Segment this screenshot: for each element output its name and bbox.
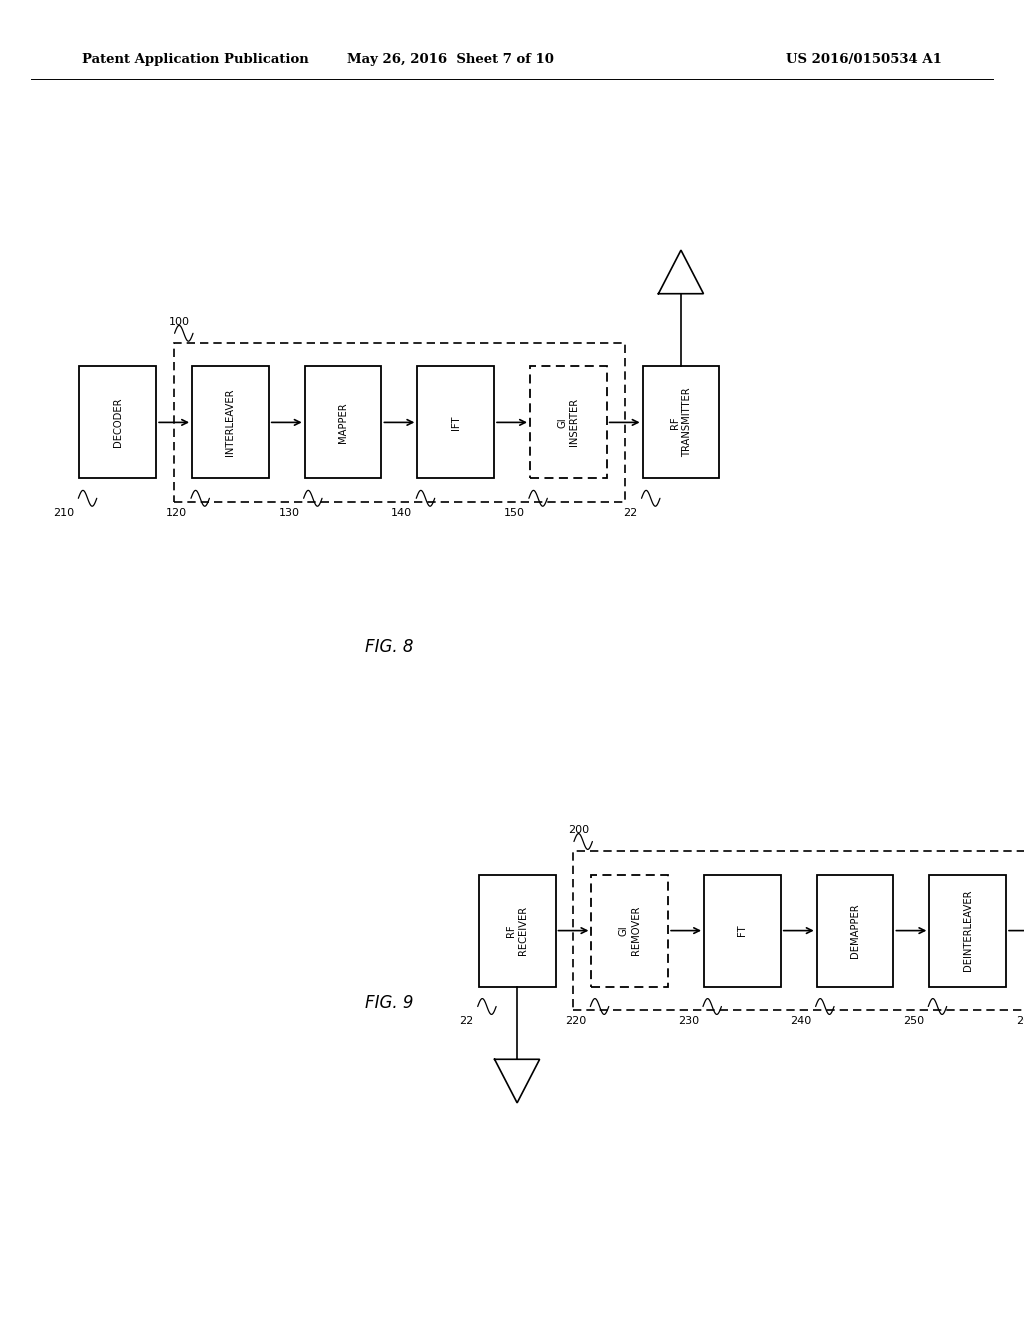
Text: RF
TRANSMITTER: RF TRANSMITTER (670, 388, 692, 457)
FancyBboxPatch shape (930, 874, 1006, 987)
Text: 200: 200 (567, 825, 589, 836)
Text: MAPPER: MAPPER (338, 403, 348, 442)
Text: 260: 260 (1016, 1016, 1024, 1026)
Text: FT: FT (737, 925, 748, 936)
Text: GI
REMOVER: GI REMOVER (618, 906, 641, 956)
Text: DECODER: DECODER (113, 397, 123, 447)
Text: US 2016/0150534 A1: US 2016/0150534 A1 (786, 53, 942, 66)
FancyBboxPatch shape (80, 366, 157, 478)
Text: 100: 100 (168, 317, 189, 326)
Text: IFT: IFT (451, 416, 461, 429)
FancyBboxPatch shape (643, 366, 719, 478)
Text: 210: 210 (53, 507, 75, 517)
Text: 22: 22 (460, 1016, 473, 1026)
FancyBboxPatch shape (305, 366, 382, 478)
Text: 130: 130 (279, 507, 300, 517)
Text: 250: 250 (903, 1016, 925, 1026)
Text: FIG. 9: FIG. 9 (365, 994, 414, 1012)
Text: DEMAPPER: DEMAPPER (850, 903, 860, 958)
Text: 230: 230 (678, 1016, 698, 1026)
Text: 22: 22 (624, 507, 637, 517)
Text: May 26, 2016  Sheet 7 of 10: May 26, 2016 Sheet 7 of 10 (347, 53, 554, 66)
Text: 220: 220 (565, 1016, 586, 1026)
FancyBboxPatch shape (817, 874, 893, 987)
Text: DEINTERLEAVER: DEINTERLEAVER (963, 890, 973, 972)
Text: 120: 120 (166, 507, 186, 517)
Text: Patent Application Publication: Patent Application Publication (82, 53, 308, 66)
Text: INTERLEAVER: INTERLEAVER (225, 388, 236, 457)
Text: GI
INSERTER: GI INSERTER (557, 399, 580, 446)
FancyBboxPatch shape (479, 874, 555, 987)
Text: 240: 240 (791, 1016, 811, 1026)
FancyBboxPatch shape (418, 366, 495, 478)
Text: 150: 150 (504, 507, 525, 517)
FancyBboxPatch shape (193, 366, 268, 478)
FancyBboxPatch shape (705, 874, 780, 987)
Text: FIG. 8: FIG. 8 (365, 638, 414, 656)
FancyBboxPatch shape (530, 366, 606, 478)
FancyBboxPatch shape (592, 874, 668, 987)
Text: RF
RECEIVER: RF RECEIVER (506, 906, 528, 956)
Text: 140: 140 (391, 507, 412, 517)
